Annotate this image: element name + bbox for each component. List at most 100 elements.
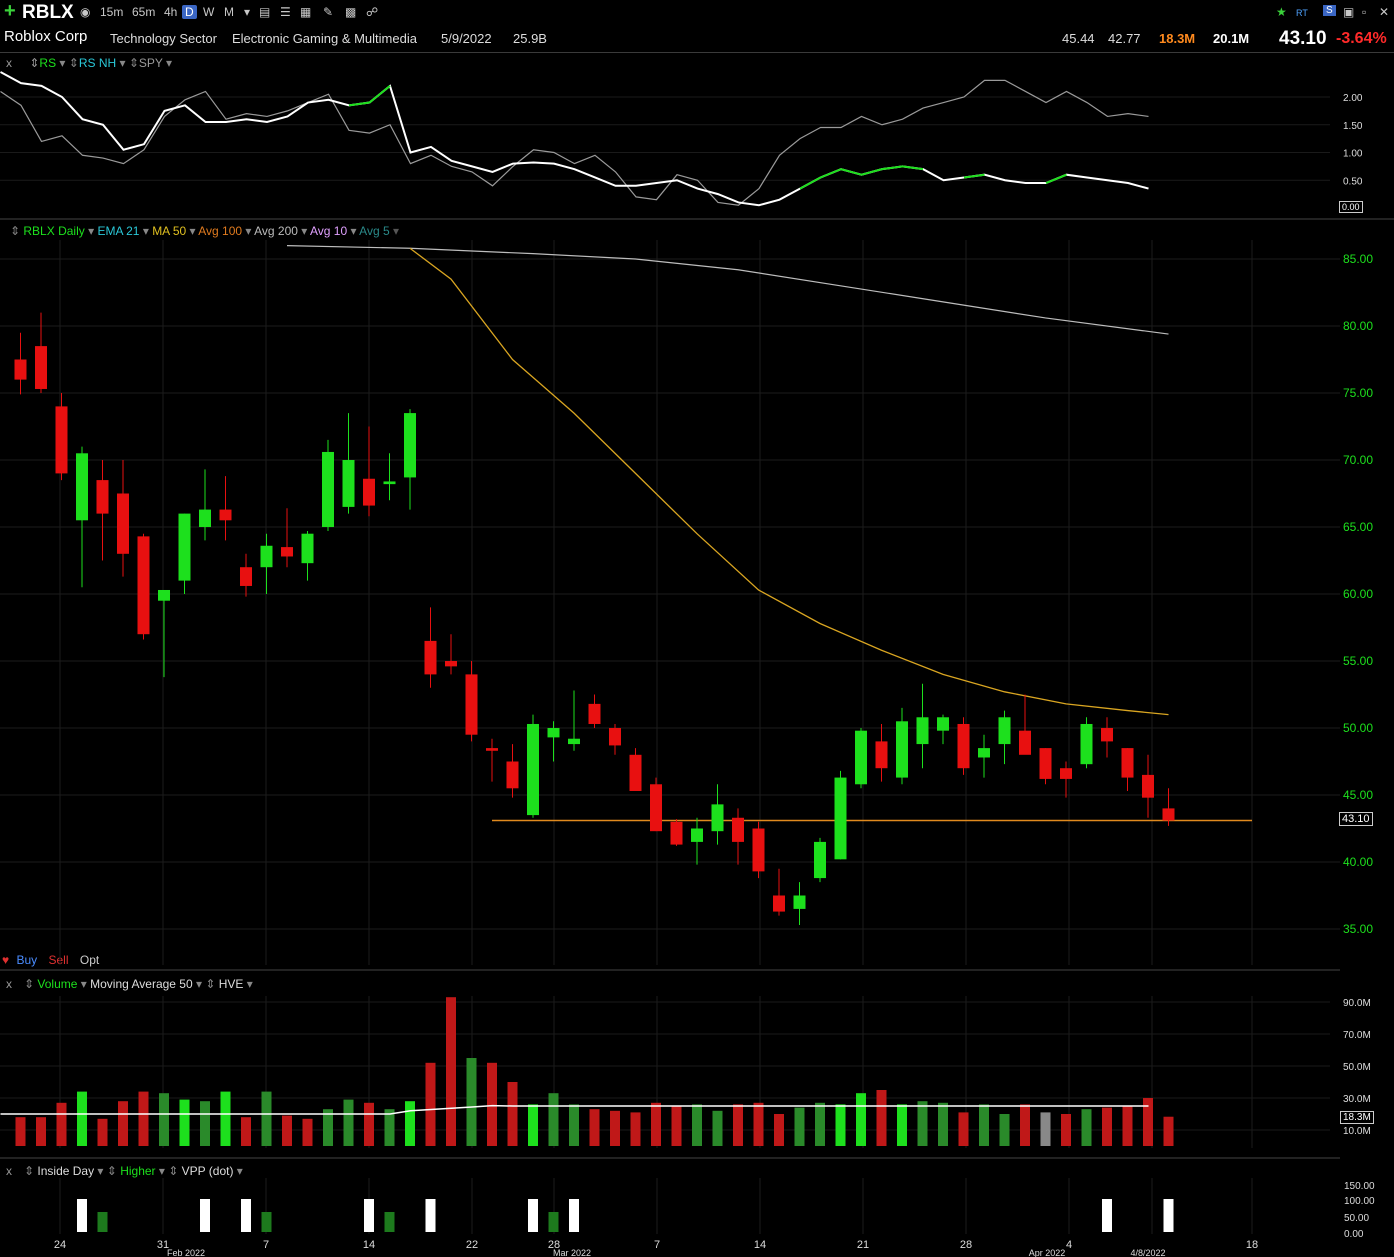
rs-legend-rs-nh[interactable]: RS NH [78, 56, 117, 70]
volume-bar [487, 1062, 497, 1146]
candle [1060, 761, 1072, 798]
inside-day-bar [77, 1199, 87, 1232]
price-tick: 65.00 [1343, 520, 1373, 534]
volume-bar [364, 1102, 374, 1146]
rs-nh-segment [348, 85, 391, 107]
timeframe-w[interactable]: W [203, 5, 215, 19]
volume-close-button[interactable]: x [6, 977, 12, 991]
symbol[interactable]: RBLX [22, 2, 74, 23]
x-axis-label: 22 [466, 1239, 478, 1251]
layers-icon[interactable]: ▩ [345, 5, 357, 19]
timeframe-d[interactable]: D [182, 5, 197, 19]
candle-body [998, 717, 1011, 745]
price-tick: 60.00 [1343, 587, 1373, 601]
share-icon[interactable]: ☍ [366, 5, 379, 19]
rs-legend: x ⇕RS ▾ ⇕RS NH ▾ ⇕SPY ▾ [6, 56, 173, 70]
legend-avg100[interactable]: Avg 100 [198, 224, 243, 238]
volume-bar [753, 1102, 764, 1146]
order-bar: ♥ Buy Sell Opt [2, 953, 99, 967]
options-button[interactable]: Opt [79, 953, 100, 967]
s-badge[interactable]: S [1323, 5, 1336, 16]
volume-bar [671, 1106, 682, 1146]
timeframe-4h[interactable]: 4h [164, 5, 178, 19]
candle-body [814, 841, 826, 879]
pencil-icon[interactable]: ✎ [323, 5, 334, 19]
dropdown-icon[interactable]: ▾ [244, 5, 251, 19]
toolbar: + RBLX ◉ 15m 65m 4h D W M ▾ ▤ ☰ ▦ ✎ ▩ ☍ … [0, 0, 1394, 26]
volume-bar [302, 1118, 313, 1146]
candle-body [178, 513, 191, 581]
inside-close-button[interactable]: x [6, 1164, 12, 1178]
legend-inside-day[interactable]: Inside Day [37, 1164, 95, 1178]
candles [14, 312, 1175, 925]
volume-bar [466, 1058, 477, 1146]
close-icon[interactable]: ✕ [1379, 5, 1390, 19]
legend-avg5[interactable]: Avg 5 [359, 224, 390, 238]
industry[interactable]: Electronic Gaming & Multimedia [232, 31, 417, 46]
camera-icon[interactable]: ◉ [80, 5, 91, 19]
candle-body [711, 804, 724, 832]
legend-avg200[interactable]: Avg 200 [254, 224, 298, 238]
legend-avg10[interactable]: Avg 10 [309, 224, 348, 238]
sell-button[interactable]: Sell [48, 953, 69, 967]
legend-volume-ma50[interactable]: Moving Average 50 [90, 977, 193, 991]
timeframe-15m[interactable]: 15m [100, 5, 124, 19]
volume-bar [569, 1104, 579, 1146]
save-icon[interactable]: ▣ [1343, 5, 1355, 19]
candle-body [896, 721, 908, 778]
legend-hve[interactable]: HVE [218, 977, 244, 991]
calculator-icon[interactable]: ▦ [300, 5, 312, 19]
candle-body [260, 545, 273, 568]
timeframe-65m[interactable]: 65m [132, 5, 156, 19]
inside-day-bar [1102, 1199, 1112, 1232]
volume-tick: 70.0M [1343, 1030, 1371, 1041]
legend-rblx-daily[interactable]: RBLX Daily [23, 224, 85, 238]
volume-bar [1061, 1114, 1071, 1146]
candle-body [670, 821, 683, 845]
rs-legend-rs[interactable]: RS [39, 56, 57, 70]
minimize-icon[interactable]: ▫ [1362, 5, 1367, 19]
legend-ema21[interactable]: EMA 21 [97, 224, 140, 238]
candle [76, 446, 88, 588]
candle-body [445, 661, 457, 667]
candle-body [834, 777, 847, 860]
change-percent: -3.64% [1336, 30, 1387, 47]
candle-body [404, 413, 416, 478]
volume-last-label: 18.3M [1340, 1111, 1374, 1124]
price-tick: 80.00 [1343, 319, 1373, 333]
volume-bar [15, 1117, 26, 1146]
grid [0, 96, 1394, 1234]
volume-tick: 10.0M [1343, 1126, 1371, 1137]
volume-bar [610, 1110, 620, 1146]
legend-higher[interactable]: Higher [120, 1164, 156, 1178]
inside-day-bars [77, 1199, 1174, 1232]
buy-button[interactable]: Buy [16, 953, 38, 967]
inside-tick: 50.00 [1344, 1213, 1369, 1224]
legend-volume[interactable]: Volume [37, 977, 78, 991]
inside-tick: 100.00 [1344, 1196, 1375, 1207]
candle-body [855, 730, 867, 785]
candle-body [96, 480, 109, 514]
axes: 85.0080.0075.0070.0065.0060.0055.0050.00… [54, 93, 1375, 1257]
price-legend: ⇕ RBLX Daily ▾ EMA 21 ▾ MA 50 ▾ Avg 100 … [10, 224, 399, 238]
candle-body [793, 895, 806, 909]
rt-badge[interactable]: RT [1296, 8, 1308, 18]
add-symbol-icon[interactable]: + [4, 0, 16, 22]
star-icon[interactable]: ★ [1276, 5, 1287, 19]
chart-type-icon[interactable]: ▤ [259, 5, 271, 19]
candle-body [547, 728, 560, 738]
candle-body [629, 754, 642, 791]
sector[interactable]: Technology Sector [110, 31, 217, 46]
market-cap: 25.9B [513, 31, 547, 46]
avg200-line [286, 245, 1169, 335]
bars-icon[interactable]: ☰ [280, 5, 291, 19]
inside-tick: 0.00 [1344, 1229, 1364, 1240]
x-axis-label: 4/8/2022 [1130, 1248, 1165, 1257]
timeframe-m[interactable]: M [224, 5, 234, 19]
volume-bar [938, 1102, 948, 1146]
legend-vpp[interactable]: VPP (dot) [181, 1164, 234, 1178]
legend-ma50[interactable]: MA 50 [152, 224, 187, 238]
rs-close-button[interactable]: x [6, 56, 12, 70]
rs-legend-spy[interactable]: SPY [138, 56, 163, 70]
